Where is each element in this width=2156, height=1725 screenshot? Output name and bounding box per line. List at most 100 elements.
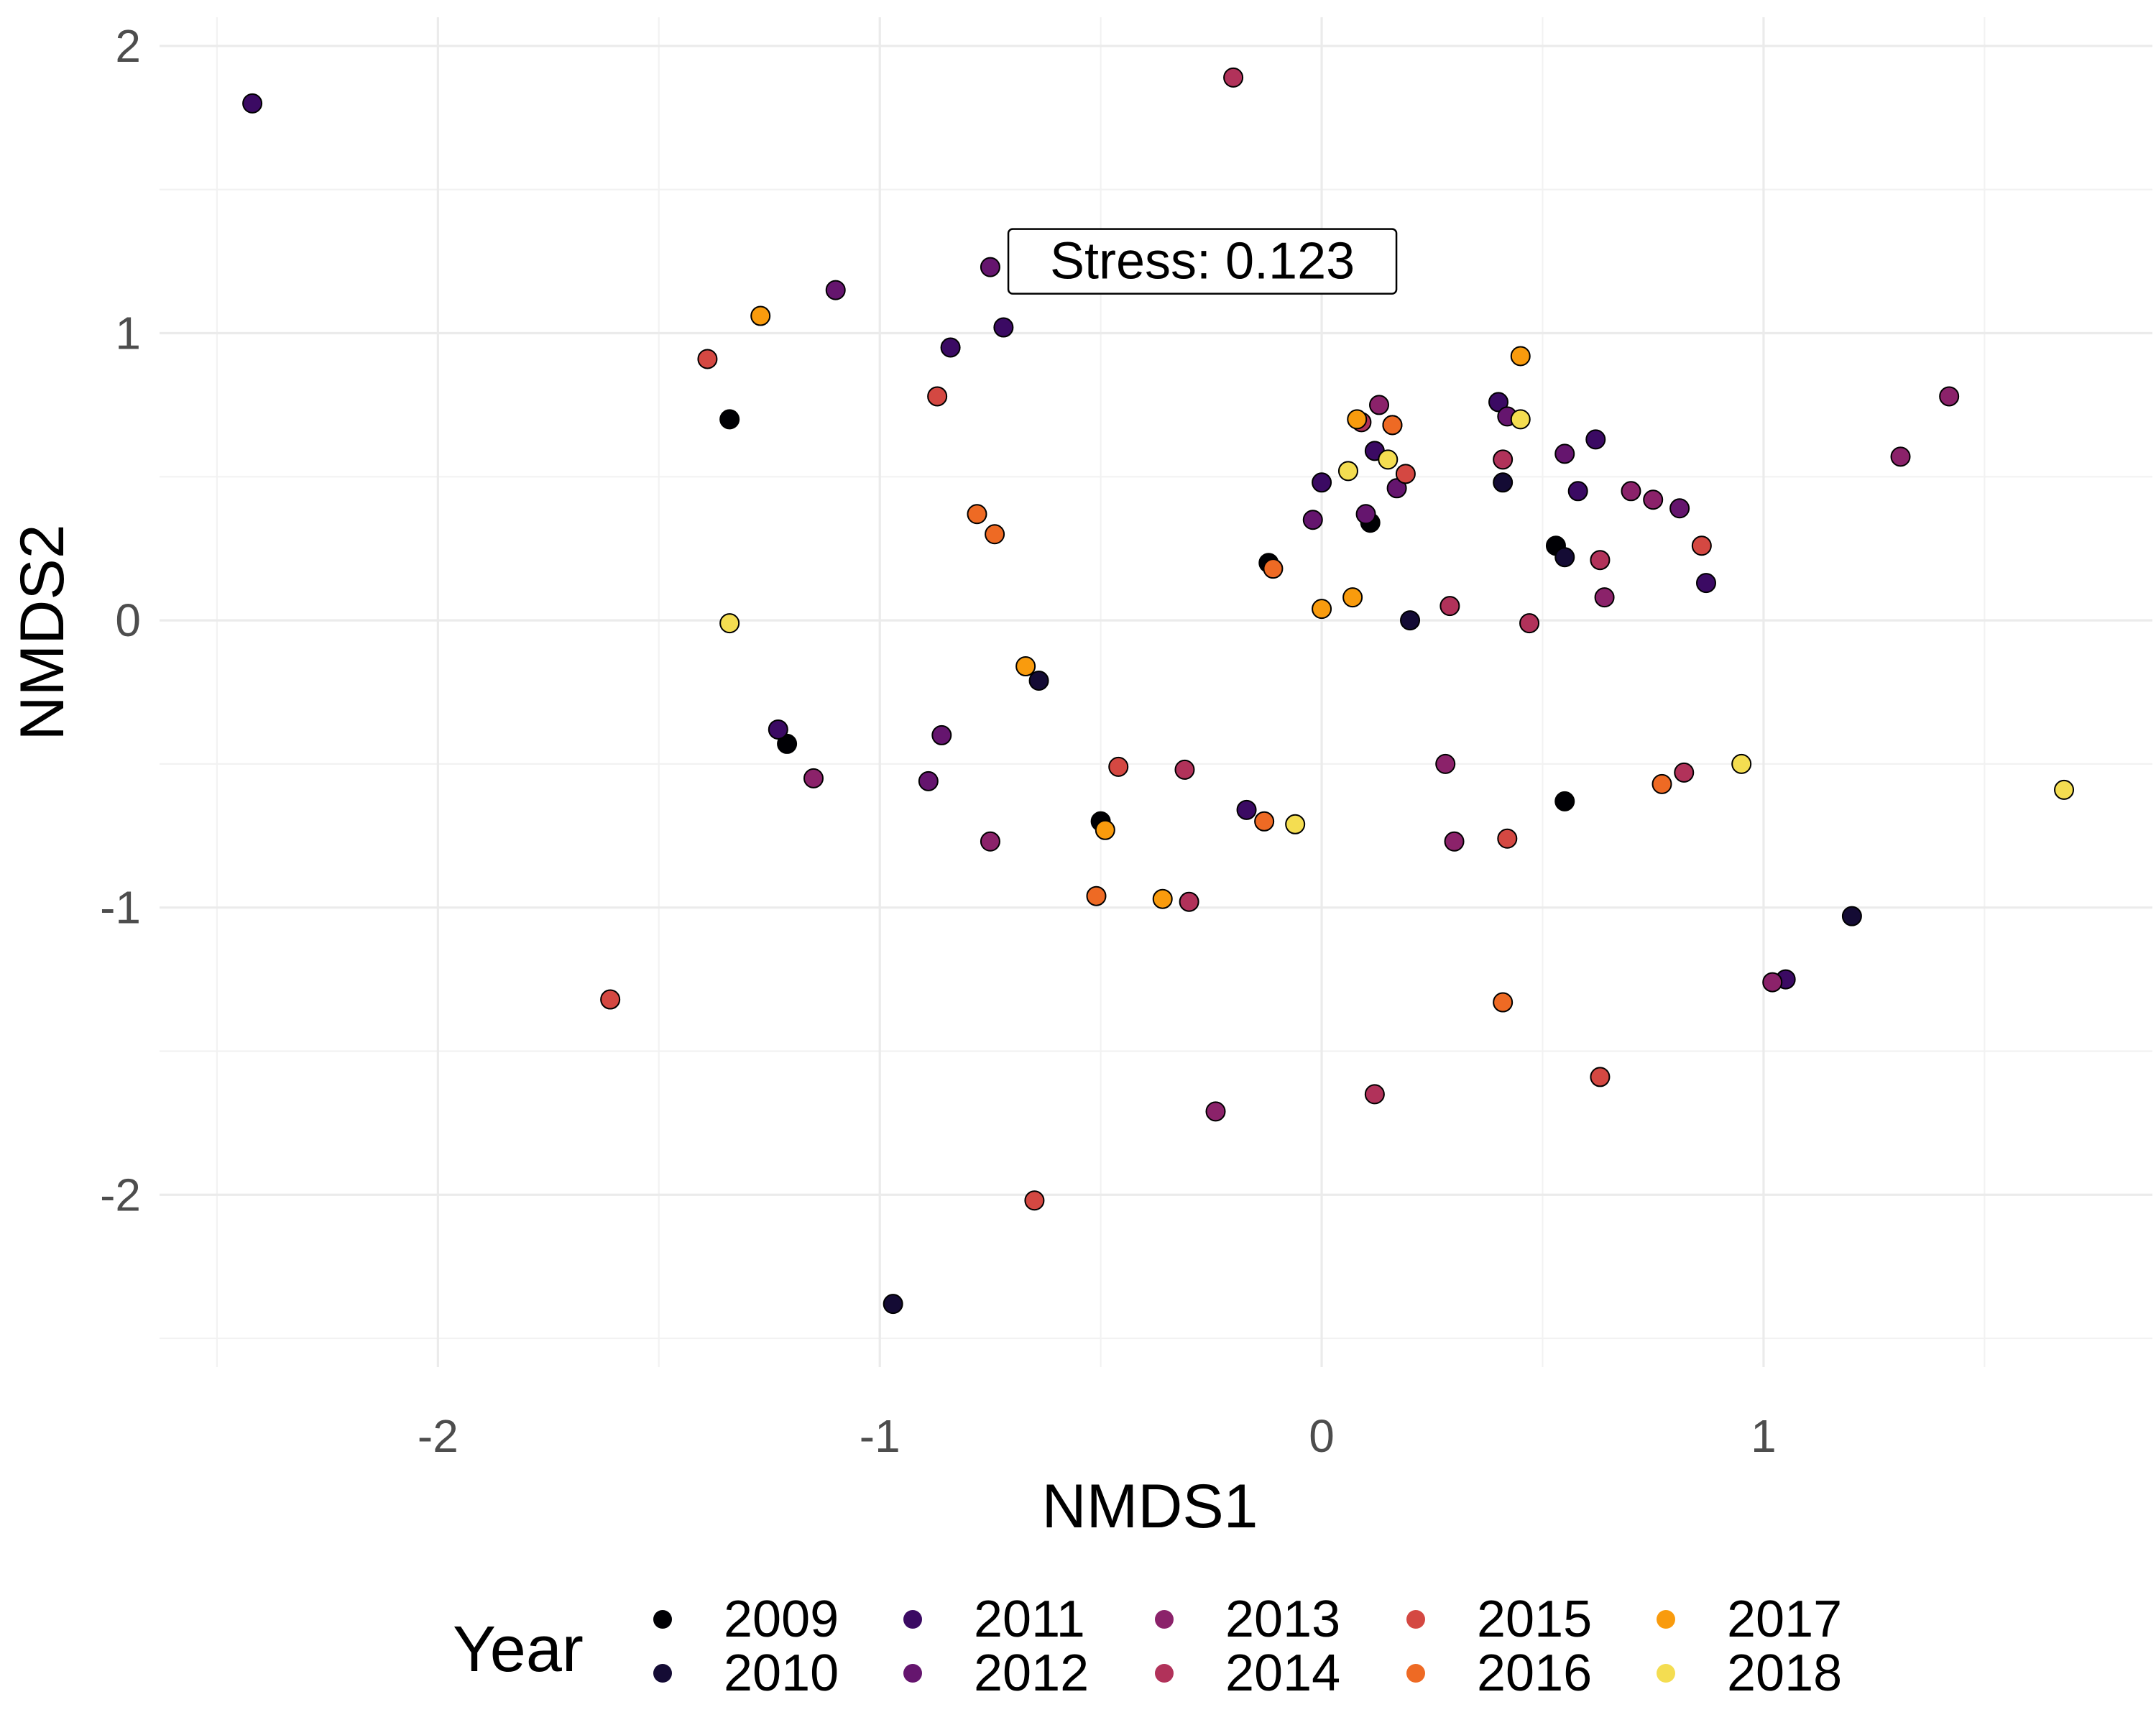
data-points — [242, 67, 2075, 1315]
data-point-2015 — [1024, 1190, 1045, 1211]
data-point-2009 — [1554, 791, 1575, 811]
grid — [160, 17, 2152, 1367]
data-point-2015 — [600, 989, 621, 1010]
data-point-2016 — [1263, 558, 1284, 579]
legend-label-2009: 2009 — [724, 1591, 839, 1648]
y-axis-title: NMDS2 — [8, 524, 77, 740]
data-point-2014 — [1519, 613, 1540, 634]
data-point-2017 — [1510, 346, 1531, 367]
stress-annotation: Stress: 0.123 — [1007, 228, 1398, 295]
data-point-2013 — [1444, 831, 1465, 852]
data-point-2018 — [1337, 461, 1358, 482]
data-point-2014 — [1439, 596, 1460, 617]
data-point-2015 — [697, 349, 718, 369]
data-point-2013 — [1643, 489, 1664, 510]
legend-key-2018 — [1657, 1664, 1675, 1683]
data-point-2011 — [1695, 573, 1716, 594]
data-point-2014 — [1179, 891, 1199, 912]
data-point-2009 — [719, 409, 740, 430]
x-tick-label: -2 — [418, 1410, 459, 1462]
data-point-2010 — [1554, 547, 1575, 568]
legend-label-2011: 2011 — [974, 1591, 1085, 1648]
data-point-2013 — [1205, 1101, 1226, 1122]
data-point-2012 — [1554, 443, 1575, 464]
data-point-2013 — [1594, 587, 1615, 608]
data-point-2011 — [242, 93, 263, 114]
legend-label-2015: 2015 — [1477, 1591, 1592, 1648]
data-point-2012 — [825, 280, 846, 300]
data-point-2013 — [1939, 386, 1960, 407]
data-point-2016 — [1651, 773, 1672, 794]
legend-label-2013: 2013 — [1225, 1591, 1340, 1648]
legend-key-2012 — [903, 1664, 922, 1683]
x-axis-ticks: -2 -1 0 1 — [418, 1410, 1777, 1462]
data-point-2013 — [1890, 446, 1911, 467]
data-point-2017 — [1312, 599, 1332, 620]
data-point-2018 — [1378, 449, 1399, 470]
data-point-2011 — [1488, 392, 1509, 413]
data-point-2013 — [1621, 481, 1641, 502]
x-tick-label: 0 — [1309, 1410, 1335, 1462]
data-point-2011 — [1567, 481, 1588, 502]
data-point-2018 — [1731, 753, 1752, 774]
data-point-2011 — [1585, 429, 1606, 450]
data-point-2017 — [1095, 819, 1115, 840]
legend-key-2015 — [1406, 1610, 1425, 1629]
data-point-2013 — [1762, 972, 1783, 993]
data-point-2015 — [927, 386, 948, 407]
data-point-2016 — [967, 504, 987, 525]
data-point-2015 — [1590, 1067, 1611, 1087]
stress-annotation-box — [1007, 228, 1398, 295]
data-point-2012 — [1669, 498, 1690, 519]
legend-label-2012: 2012 — [974, 1644, 1089, 1702]
data-point-2010 — [1400, 610, 1421, 631]
data-point-2018 — [2054, 779, 2075, 800]
y-tick-label: -1 — [100, 882, 141, 934]
data-point-2018 — [719, 613, 740, 634]
data-point-2011 — [768, 719, 788, 740]
legend-label-2010: 2010 — [724, 1644, 839, 1702]
data-point-2012 — [1302, 510, 1323, 530]
data-point-2015 — [1108, 756, 1129, 777]
legend-key-2017 — [1657, 1610, 1675, 1629]
data-point-2013 — [980, 831, 1000, 852]
y-tick-label: 1 — [115, 308, 141, 359]
data-point-2010 — [1493, 472, 1514, 493]
data-point-2016 — [1254, 811, 1275, 832]
legend-title: Year — [453, 1614, 584, 1685]
data-point-2012 — [1355, 504, 1376, 525]
data-point-2013 — [803, 768, 824, 788]
data-point-2014 — [1493, 449, 1514, 470]
y-tick-label: 2 — [115, 20, 141, 72]
data-point-2017 — [1342, 587, 1363, 608]
legend-key-2010 — [653, 1664, 672, 1683]
legend-key-2009 — [653, 1610, 672, 1629]
data-point-2014 — [1674, 762, 1695, 783]
data-point-2012 — [918, 770, 939, 791]
y-tick-label: 0 — [115, 594, 141, 646]
data-point-2016 — [1382, 415, 1403, 436]
data-point-2010 — [1028, 671, 1049, 691]
data-point-2013 — [1369, 395, 1390, 415]
data-point-2011 — [993, 317, 1014, 338]
legend-label-2014: 2014 — [1225, 1644, 1340, 1702]
data-point-2009 — [777, 733, 798, 754]
data-point-2014 — [1590, 550, 1611, 571]
y-axis-ticks: -2 -1 0 1 2 — [100, 20, 141, 1220]
data-point-2015 — [1691, 535, 1712, 556]
data-point-2017 — [1152, 888, 1173, 909]
data-point-2018 — [1510, 409, 1531, 430]
data-point-2012 — [1386, 478, 1407, 499]
legend-label-2017: 2017 — [1727, 1591, 1842, 1648]
y-tick-label: -2 — [100, 1169, 141, 1220]
data-point-2010 — [1841, 906, 1862, 926]
data-point-2011 — [940, 337, 961, 358]
x-tick-label: 1 — [1751, 1410, 1777, 1462]
data-point-2017 — [1347, 409, 1368, 430]
x-axis-title: NMDS1 — [1041, 1472, 1258, 1541]
legend-label-2016: 2016 — [1477, 1644, 1592, 1702]
data-point-2015 — [1395, 464, 1416, 484]
data-point-2016 — [1493, 992, 1514, 1013]
data-point-2016 — [985, 524, 1005, 545]
